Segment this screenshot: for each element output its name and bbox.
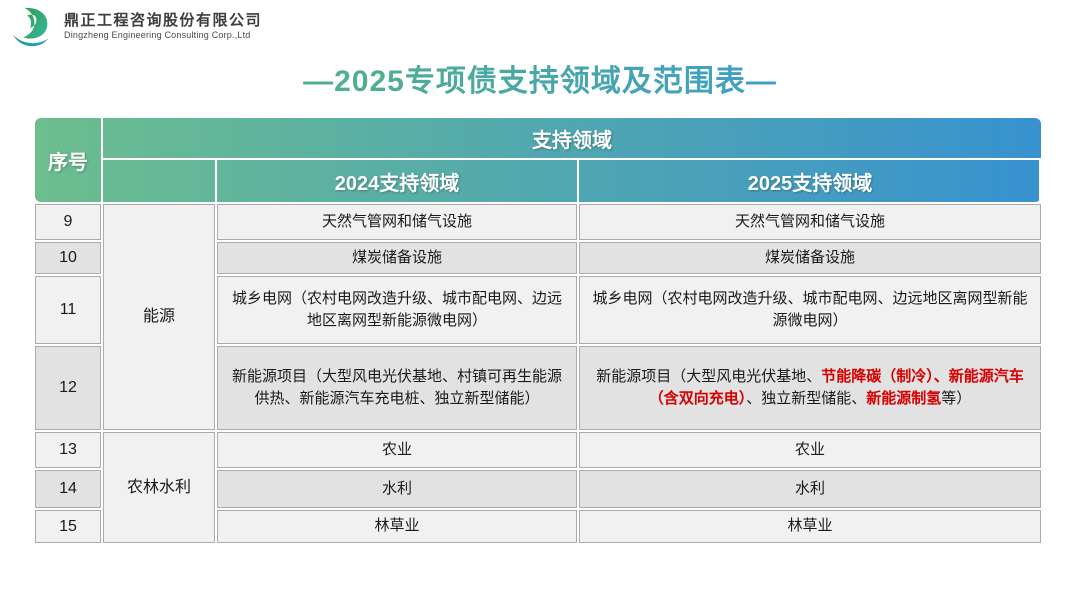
cell-text: 煤炭储备设施 [351,248,442,266]
cell-2024: 天然气管网和储气设施 [217,204,577,240]
cell-2024: 林草业 [217,510,577,543]
header-2024: 2024支持领域 [217,160,577,202]
table-row: 12 新能源项目（大型风电光伏基地、村镇可再生能源供热、新能源汽车充电桩、独立新型… [35,346,1041,430]
header-2025: 2025支持领域 [579,160,1041,202]
table-row: 10 煤炭储备设施 煤炭储备设施 [35,242,1041,274]
header-support-area: 支持领域 [103,118,1041,158]
cell-2025: 城乡电网（农村电网改造升级、城市配电网、边远地区离网型新能源微电网） [579,276,1041,344]
cell-2025: 煤炭储备设施 [579,242,1041,274]
cell-2025: 农业 [579,432,1041,468]
cell-text: 农业 [794,440,825,458]
cell-text: 天然气管网和储气设施 [321,212,472,230]
cell-text: 等） [941,390,972,407]
cell-text: 水利 [381,479,412,497]
row-number-cell: 12 [35,346,101,430]
row-number-cell: 13 [35,432,101,468]
cell-text: 煤炭储备设施 [764,248,855,266]
cell-text: 城乡电网（农村电网改造升级、城市配电网、边远地区离网型新能源微电网） [231,289,562,330]
brand-header: 鼎正工程咨询股份有限公司 Dingzheng Engineering Consu… [10,6,262,48]
cell-2024: 农业 [217,432,577,468]
cell-text: 新能源项目（大型风电光伏基地、村镇可再生能源供热、新能源汽车充电桩、独立新型储能… [231,367,562,408]
row-number-cell: 14 [35,470,101,508]
cell-2025: 水利 [579,470,1041,508]
cell-text: 水利 [794,479,825,497]
cell-text: 林草业 [787,517,833,535]
cell-2024: 城乡电网（农村电网改造升级、城市配电网、边远地区离网型新能源微电网） [217,276,577,344]
cell-2024: 水利 [217,470,577,508]
table-row: 14 水利 水利 [35,470,1041,508]
company-logo-icon [12,7,49,47]
company-name-cn: 鼎正工程咨询股份有限公司 [64,11,263,29]
cell-2024: 新能源项目（大型风电光伏基地、村镇可再生能源供热、新能源汽车充电桩、独立新型储能… [217,346,577,430]
support-table-body: 9 能源 天然气管网和储气设施 天然气管网和储气设施 10 煤炭储备设施 煤炭储备设施 11 城… [35,204,1041,543]
row-number-cell: 11 [35,276,101,344]
row-number-cell: 15 [35,510,101,543]
header-category-spacer [103,160,215,202]
cell-text: 新能源项目（大型风电光伏基地、 [596,367,822,385]
highlighted-text: 新能源制氢 [866,390,942,407]
company-name-en: Dingzheng Engineering Consulting Corp.,L… [64,30,251,41]
header-no: 序号 [35,118,101,202]
row-number-cell: 10 [35,242,101,274]
cell-2025: 林草业 [579,510,1041,543]
page-title: —2025专项债支持领域及范围表— [0,56,1080,100]
table-row: 9 能源 天然气管网和储气设施 天然气管网和储气设施 [35,204,1041,430]
highlighted-text: 节能降碳（制冷）、新能源汽车（含双向充电） [648,367,1024,408]
cell-text: 农业 [381,440,412,458]
cell-text: 、独立新型储能、 [746,390,867,407]
category-cell: 能源 [103,204,215,430]
cell-text: 林草业 [374,517,420,535]
cell-2025: 天然气管网和储气设施 [579,204,1041,240]
support-table: 序号 支持领域 2024支持领域 2025支持领域 9 能源 天然气管网和储气设施 天… [33,116,1043,545]
cell-2024: 煤炭储备设施 [217,242,577,274]
table-row: 11 城乡电网（农村电网改造升级、城市配电网、边远地区离网型新能源微电网） 城乡电网… [35,276,1041,344]
cell-text: 城乡电网（农村电网改造升级、城市配电网、边远地区离网型新能源微电网） [592,289,1028,330]
table-row: 15 林草业 林草业 [35,510,1041,543]
cell-2025: 新能源项目（大型风电光伏基地、节能降碳（制冷）、新能源汽车（含双向充电）、独立新… [579,346,1041,430]
category-cell: 农林水利 [103,432,215,543]
table-row: 13 农林水利 农业 农业 [35,432,1041,543]
row-number-cell: 9 [35,204,101,240]
cell-text: 天然气管网和储气设施 [734,212,885,230]
